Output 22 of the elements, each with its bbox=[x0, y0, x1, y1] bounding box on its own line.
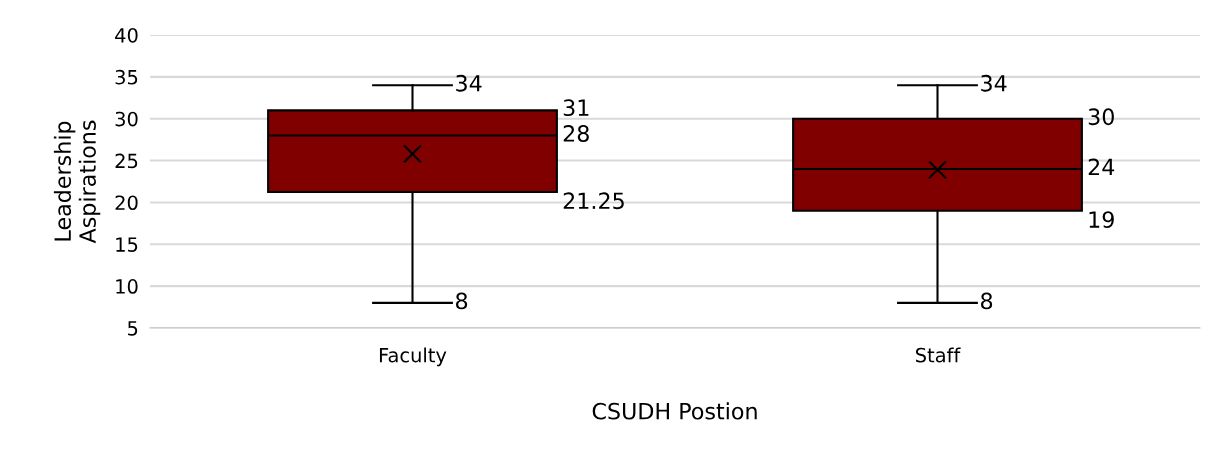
text: 34 bbox=[981, 74, 1007, 92]
y-axis-title: Leadership Aspirations bbox=[53, 120, 101, 244]
y-tick-label: 20 bbox=[115, 195, 138, 211]
text: 34 bbox=[456, 74, 482, 92]
y-tick-label: 35 bbox=[115, 69, 138, 85]
y-tick-label: 40 bbox=[115, 27, 138, 43]
x-tick-label: Faculty bbox=[379, 347, 447, 367]
y-tick-label: 25 bbox=[115, 153, 138, 169]
y-tick-label: 10 bbox=[116, 279, 138, 294]
text: 30 bbox=[1088, 108, 1114, 126]
y-tick-label: 30 bbox=[115, 111, 138, 127]
text: 8 bbox=[456, 292, 468, 310]
text: 31 bbox=[563, 99, 589, 117]
x-axis-title: CSUDH Postion bbox=[592, 402, 757, 420]
text: 28 bbox=[563, 125, 589, 142]
text: 8 bbox=[981, 292, 993, 310]
text: 19 bbox=[1089, 211, 1114, 228]
y-tick-label: 15 bbox=[116, 237, 138, 252]
text: 24 bbox=[1088, 158, 1115, 176]
x-tick-label: Staff bbox=[916, 347, 961, 363]
y-tick-label: 5 bbox=[128, 321, 138, 336]
text: 21.25 bbox=[563, 192, 624, 210]
